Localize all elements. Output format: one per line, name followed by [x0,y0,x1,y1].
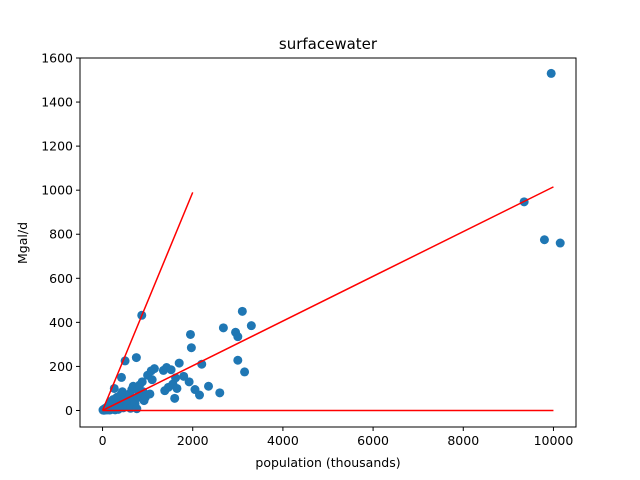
data-point [184,377,194,387]
data-point [218,323,228,333]
y-tick-label: 1400 [41,95,73,110]
y-tick-label: 1200 [41,139,73,154]
data-point [116,372,126,382]
y-tick-label: 1600 [41,51,73,66]
data-point [149,364,159,374]
x-axis-ticks: 0 2000 4000 6000 8000 10000 [99,427,574,448]
data-point [147,375,157,385]
data-point [137,377,147,387]
data-point [174,358,184,368]
data-point [131,353,141,363]
data-points [98,68,565,415]
data-point [170,393,180,403]
fit-line [101,192,194,411]
data-point [555,238,565,248]
y-tick-label: 1000 [41,183,73,198]
y-tick-label: 800 [49,227,73,242]
y-tick-label: 600 [49,271,73,286]
data-point [166,365,176,375]
data-point [172,383,182,393]
data-point [539,235,549,245]
data-point [215,388,225,398]
data-point [185,329,195,339]
y-tick-label: 200 [49,359,73,374]
chart-title: surfacewater [279,35,378,53]
data-point [237,306,247,316]
data-point [546,68,556,78]
x-tick-label: 0 [99,433,107,448]
fit-line [102,186,554,412]
data-point [132,404,142,414]
data-point [179,371,189,381]
plot-area [98,68,565,415]
y-tick-label: 0 [65,403,73,418]
data-point [233,332,243,342]
data-point [233,355,243,365]
data-point [246,321,256,331]
data-point [194,390,204,400]
y-axis-ticks: 0 200 400 600 800 1000 1200 1400 1600 [41,51,80,418]
y-tick-label: 400 [49,315,73,330]
y-axis-label: Mgal/d [15,222,30,264]
x-tick-label: 2000 [177,433,209,448]
plot-frame [79,57,577,428]
x-tick-label: 4000 [267,433,299,448]
x-tick-label: 6000 [357,433,389,448]
x-tick-label: 10000 [534,433,574,448]
x-tick-label: 8000 [447,433,479,448]
data-point [240,367,250,377]
data-point [186,343,196,353]
data-point [145,389,155,399]
x-axis-label: population (thousands) [255,455,400,470]
data-point [204,381,214,391]
